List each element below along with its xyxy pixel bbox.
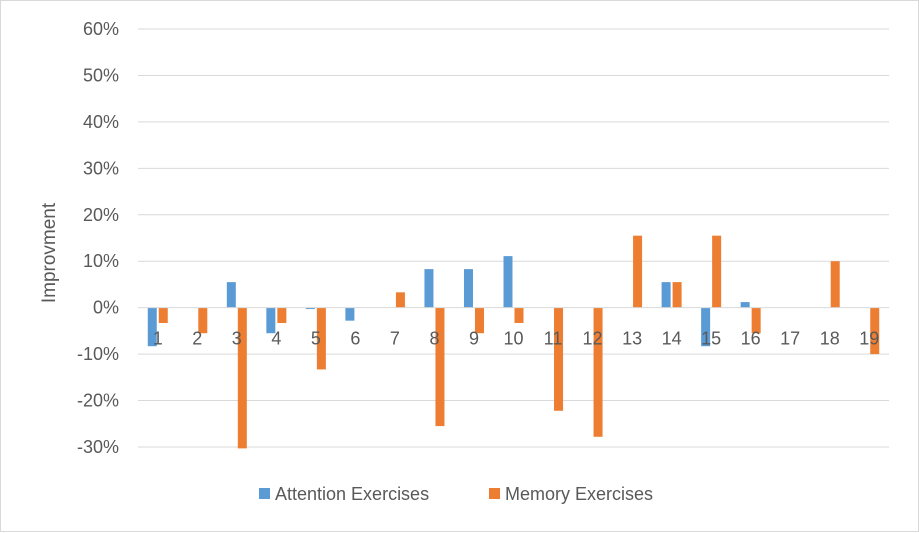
legend-swatch	[259, 488, 270, 499]
x-tick-label: 9	[469, 329, 479, 349]
bar-attention	[463, 269, 473, 308]
x-tick-label: 17	[780, 329, 800, 349]
y-tick-label: 10%	[83, 251, 119, 271]
x-tick-label: 4	[271, 329, 281, 349]
y-tick-label: 20%	[83, 205, 119, 225]
x-tick-label: 1	[153, 329, 163, 349]
x-tick-label: 15	[701, 329, 721, 349]
bar-attention	[266, 307, 276, 334]
bar-memory	[712, 235, 722, 308]
y-tick-label: 60%	[83, 19, 119, 39]
bar-attention	[740, 302, 750, 308]
bar-memory	[474, 307, 484, 334]
x-tick-label: 19	[859, 329, 879, 349]
bar-memory	[435, 307, 445, 427]
bar-memory	[751, 307, 761, 334]
x-axis-ticks: 1 2 3 4 5 6 7 8 9 10 11 12 13 14 15 16 17 18 19	[153, 329, 879, 349]
bar-memory	[554, 307, 564, 411]
bar-memory	[672, 282, 682, 308]
bar-attention	[661, 282, 671, 308]
x-tick-label: 2	[192, 329, 202, 349]
bar-memory	[395, 292, 405, 308]
bars	[147, 235, 880, 449]
y-axis-ticks: 60% 50% 40% 30% 20% 10% 0% -10% -20% -30%	[77, 19, 119, 457]
bar-attention	[503, 256, 513, 308]
y-axis-label: Improvment	[39, 202, 60, 303]
x-tick-label: 13	[622, 329, 642, 349]
bar-memory	[316, 307, 326, 370]
y-tick-label: 0%	[93, 298, 119, 318]
x-tick-label: 7	[390, 329, 400, 349]
bar-memory	[277, 307, 287, 323]
y-tick-label: 50%	[83, 65, 119, 85]
bar-attention	[305, 307, 315, 310]
bar-memory	[593, 307, 603, 437]
y-tick-label: -10%	[77, 344, 119, 364]
x-tick-label: 14	[662, 329, 682, 349]
x-tick-label: 18	[820, 329, 840, 349]
legend-label: Memory Exercises	[505, 484, 653, 504]
bar-attention	[147, 307, 157, 347]
bar-attention	[424, 269, 434, 308]
bar-attention	[701, 307, 711, 347]
bar-attention	[226, 282, 236, 308]
legend-swatch	[489, 488, 500, 499]
y-tick-label: 30%	[83, 158, 119, 178]
bar-memory	[514, 307, 524, 323]
y-tick-label: -20%	[77, 391, 119, 411]
bar-attention	[345, 307, 355, 321]
legend: Attention Exercises Memory Exercises	[259, 484, 653, 504]
y-tick-label: 40%	[83, 112, 119, 132]
bar-memory	[830, 261, 840, 308]
bar-memory	[870, 307, 880, 355]
x-tick-label: 3	[232, 329, 242, 349]
bar-memory	[158, 307, 168, 323]
x-tick-label: 16	[741, 329, 761, 349]
x-tick-label: 12	[583, 329, 603, 349]
bar-memory	[237, 307, 247, 449]
x-tick-label: 6	[350, 329, 360, 349]
gridlines	[138, 28, 889, 448]
x-tick-label: 8	[429, 329, 439, 349]
x-tick-label: 5	[311, 329, 321, 349]
bar-memory	[633, 235, 643, 308]
x-tick-label: 10	[503, 329, 523, 349]
legend-label: Attention Exercises	[275, 484, 429, 504]
bar-memory	[198, 307, 208, 334]
x-tick-label: 11	[544, 329, 563, 349]
y-tick-label: -30%	[77, 437, 119, 457]
